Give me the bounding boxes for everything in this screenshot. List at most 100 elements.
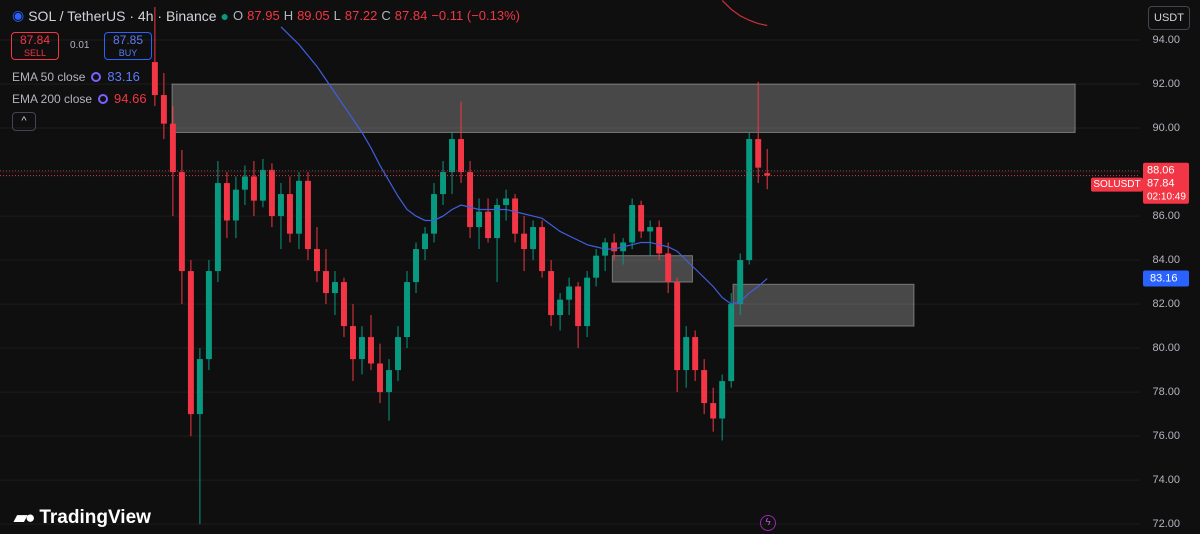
candle-body: [512, 198, 519, 234]
candle-body: [728, 304, 735, 382]
candle-body: [413, 249, 419, 283]
candle-body: [755, 139, 762, 168]
candle-body: [665, 253, 672, 283]
price-tag-label: 87.84: [1147, 178, 1175, 190]
candle-body: [584, 277, 591, 327]
candle-body: [440, 172, 447, 195]
y-tick-label: 74.00: [1152, 474, 1180, 486]
candle-body: [368, 337, 374, 364]
y-tick-label: 92.00: [1152, 78, 1180, 90]
candle-body: [458, 139, 465, 173]
candle-body: [557, 299, 564, 316]
ema-tag: [1143, 270, 1189, 287]
events-icon[interactable]: ϟ: [760, 515, 776, 531]
zone: [732, 283, 915, 327]
candle-body: [386, 370, 392, 393]
candle-body: [674, 282, 681, 371]
candle-body: [205, 271, 212, 360]
y-tick-label: 76.00: [1152, 430, 1180, 442]
candle-body: [737, 260, 744, 305]
candle-body: [404, 282, 410, 338]
candle-body: [629, 205, 636, 243]
candle-body: [178, 172, 185, 272]
close: 87.84: [394, 8, 428, 23]
candle-body: [638, 205, 645, 232]
y-tick-label: 82.00: [1152, 298, 1180, 310]
candle-body: [223, 183, 230, 221]
ema-line: [280, 26, 768, 305]
y-tick-label: 84.00: [1152, 254, 1180, 266]
zone: [171, 83, 1076, 133]
candle-body: [295, 180, 302, 234]
candle-body: [277, 194, 284, 217]
ema-legend: EMA 50 close 83.16: [12, 69, 140, 84]
sell-button[interactable]: 87.84 SELL: [11, 32, 59, 60]
l-label: L: [333, 8, 341, 23]
candle-body: [196, 359, 203, 415]
y-tick-label: 94.00: [1152, 34, 1180, 46]
settings-icon[interactable]: [98, 93, 109, 104]
candle-body: [323, 271, 329, 294]
candle-body: [169, 123, 176, 173]
candle-body: [503, 198, 510, 206]
candle-body: [611, 242, 618, 252]
candle-body: [593, 255, 600, 278]
legend-name: EMA 200 close: [12, 91, 93, 106]
symbol: SOL / TetherUS · 4h · Binance: [28, 7, 217, 24]
candle-body: [313, 249, 320, 272]
h-label: H: [283, 8, 294, 23]
countdown: 02:10:49: [1147, 191, 1186, 202]
legend-value: 94.66: [114, 91, 147, 106]
collapse-button[interactable]: ^: [12, 112, 36, 131]
sell-price: 87.84: [19, 33, 51, 47]
candle-body: [377, 363, 383, 393]
brand-name: TradingView: [39, 507, 151, 528]
candle-body: [214, 183, 221, 272]
settings-icon[interactable]: [91, 71, 102, 82]
brand: ▰● TradingView: [14, 507, 151, 529]
candle-body: [431, 194, 437, 234]
candle-body: [476, 211, 483, 228]
candle-body: [304, 180, 311, 250]
spread: 0.01: [70, 40, 90, 51]
candle-body: [341, 282, 347, 327]
candle-body: [232, 189, 239, 221]
y-tick-label: 86.00: [1152, 210, 1180, 222]
price-tag: [1143, 162, 1189, 204]
candle-body: [332, 282, 338, 294]
buy-button[interactable]: 87.85 BUY: [104, 32, 152, 60]
low: 87.22: [344, 8, 378, 23]
candle-body: [422, 233, 428, 250]
symbol-tag: [1091, 177, 1143, 192]
zone: [611, 255, 693, 283]
candle-body: [250, 176, 257, 201]
candle-body: [494, 205, 501, 239]
candle-body: [710, 403, 717, 419]
buy-price: 87.85: [112, 33, 144, 47]
symbol-icon: ◉: [12, 7, 25, 23]
ema-legend: EMA 200 close 94.66: [12, 91, 147, 106]
candle-body: [701, 370, 708, 404]
candle-body: [719, 381, 726, 419]
candle-body: [683, 337, 690, 371]
candle-body: [521, 233, 528, 250]
candle-body: [187, 271, 194, 415]
candle-body: [359, 337, 365, 360]
candle-body: [656, 227, 663, 254]
o-label: O: [233, 8, 244, 23]
buy-label: BUY: [118, 48, 138, 58]
candle-body: [467, 172, 474, 228]
candle-body: [746, 139, 753, 261]
brand-logo: ▰●: [14, 508, 35, 527]
candle-body: [530, 227, 537, 250]
y-tick-label: 80.00: [1152, 342, 1180, 354]
sell-label: SELL: [23, 48, 47, 58]
currency-button[interactable]: USDT: [1148, 6, 1190, 30]
candle-body: [566, 286, 573, 300]
candle-body: [647, 227, 654, 232]
candle-body: [548, 271, 555, 316]
symbol-tag-label: SOLUSDT: [1093, 179, 1140, 190]
header: ◉ SOL / TetherUS · 4h · Binance ● O 87.95…: [12, 7, 520, 24]
